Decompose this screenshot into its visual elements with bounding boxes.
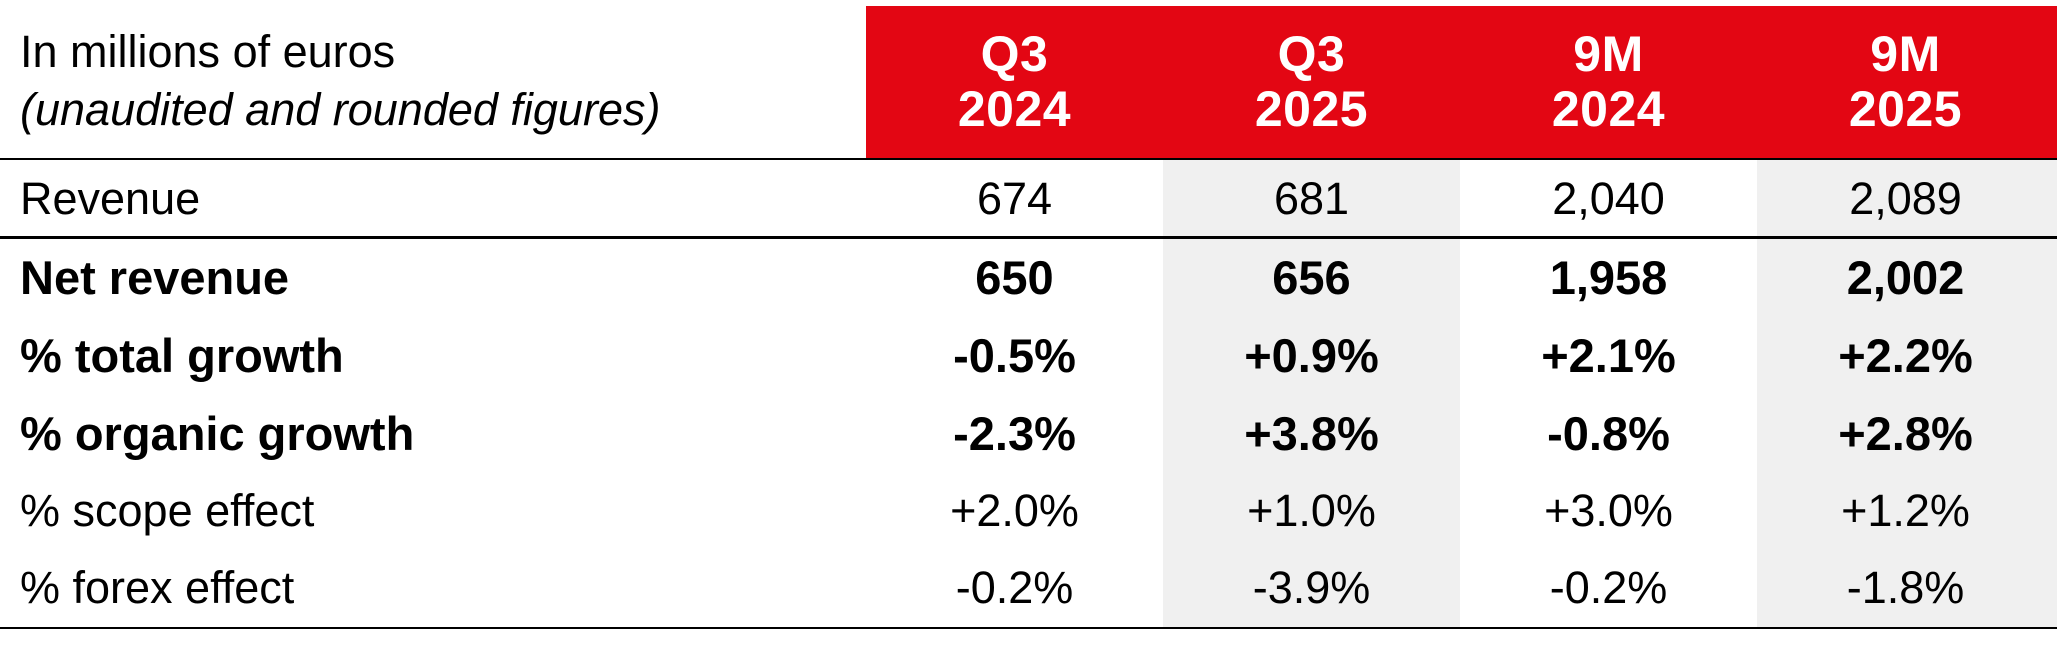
cell-q3-2025: +0.9% bbox=[1244, 329, 1379, 382]
cell-q3-2025: 681 bbox=[1273, 173, 1350, 224]
column-header-year: 2025 bbox=[1848, 81, 1963, 137]
cell-q3-2024: 674 bbox=[976, 173, 1053, 224]
table-row-organic-growth: % organic growth -2.3% +3.8% -0.8% +2.8% bbox=[0, 395, 2057, 473]
cell-q3-2024: +2.0% bbox=[950, 485, 1079, 536]
cell-9m-2025: +1.2% bbox=[1841, 485, 1970, 536]
cell-9m-2025: -1.8% bbox=[1846, 562, 1965, 613]
column-header-9m-2025: 9M 2025 bbox=[1757, 6, 2054, 158]
header-divider bbox=[0, 158, 2057, 160]
row-label: Revenue bbox=[20, 173, 201, 224]
column-header-period: 9M bbox=[1870, 26, 1941, 82]
units-caption: In millions of euros bbox=[20, 26, 396, 77]
units-note: (unaudited and rounded figures) bbox=[20, 84, 661, 135]
row-label: % organic growth bbox=[20, 407, 415, 460]
cell-9m-2024: +2.1% bbox=[1541, 329, 1676, 382]
cell-9m-2024: -0.2% bbox=[1549, 562, 1668, 613]
column-header-q3-2025: Q3 2025 bbox=[1163, 6, 1460, 158]
header-band bbox=[866, 6, 2057, 158]
column-header-period: Q3 bbox=[980, 26, 1049, 82]
cell-9m-2024: -0.8% bbox=[1547, 407, 1670, 460]
cell-9m-2024: +3.0% bbox=[1544, 485, 1673, 536]
column-header-period: Q3 bbox=[1277, 26, 1346, 82]
table-row-forex-effect: % forex effect -0.2% -3.9% -0.2% -1.8% bbox=[0, 549, 2057, 627]
column-header-year: 2024 bbox=[1551, 81, 1666, 137]
cell-q3-2025: 656 bbox=[1272, 251, 1351, 304]
column-header-year: 2024 bbox=[957, 81, 1072, 137]
table-row-total-growth: % total growth -0.5% +0.9% +2.1% +2.2% bbox=[0, 317, 2057, 395]
row-label: % forex effect bbox=[20, 562, 295, 613]
cell-q3-2024: -0.5% bbox=[953, 329, 1076, 382]
cell-q3-2024: -2.3% bbox=[953, 407, 1076, 460]
row-label: % total growth bbox=[20, 329, 344, 382]
row-label: Net revenue bbox=[20, 251, 290, 304]
row-label: % scope effect bbox=[20, 485, 315, 536]
column-header-q3-2024: Q3 2024 bbox=[866, 6, 1163, 158]
table-row-revenue: Revenue 674 681 2,040 2,089 bbox=[0, 160, 2057, 238]
column-header-period: 9M bbox=[1573, 26, 1644, 82]
revenue-divider bbox=[0, 236, 2057, 239]
cell-9m-2025: +2.2% bbox=[1838, 329, 1973, 382]
cell-q3-2025: +1.0% bbox=[1247, 485, 1376, 536]
cell-9m-2025: +2.8% bbox=[1838, 407, 1973, 460]
cell-q3-2024: -0.2% bbox=[955, 562, 1074, 613]
table-row-scope-effect: % scope effect +2.0% +1.0% +3.0% +1.2% bbox=[0, 472, 2057, 550]
column-header-9m-2024: 9M 2024 bbox=[1460, 6, 1757, 158]
cell-9m-2024: 1,958 bbox=[1549, 251, 1668, 304]
table-row-net-revenue: Net revenue 650 656 1,958 2,002 bbox=[0, 239, 2057, 317]
column-header-year: 2025 bbox=[1254, 81, 1369, 137]
cell-9m-2024: 2,040 bbox=[1552, 173, 1665, 224]
cell-q3-2024: 650 bbox=[975, 251, 1054, 304]
cell-q3-2025: +3.8% bbox=[1244, 407, 1379, 460]
cell-9m-2025: 2,089 bbox=[1849, 173, 1962, 224]
cell-q3-2025: -3.9% bbox=[1252, 562, 1371, 613]
cell-9m-2025: 2,002 bbox=[1846, 251, 1965, 304]
table-bottom-rule bbox=[0, 627, 2057, 629]
